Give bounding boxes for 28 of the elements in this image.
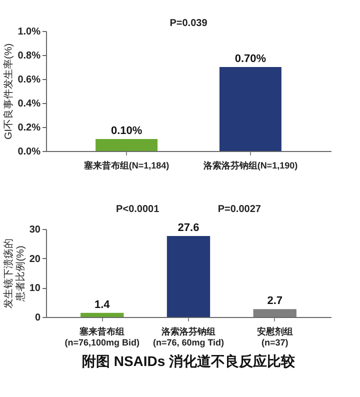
y-tick-label: 0.6% — [18, 74, 41, 86]
bar — [80, 312, 124, 317]
y-axis-title: 发生镜下溃疡的患者比例(%) — [2, 238, 26, 308]
data-label: 1.4 — [94, 298, 111, 311]
x-tick-label: 洛索洛芬钠组 (n=76, 60mg Tid) — [152, 326, 224, 348]
x-tick-label: 洛索洛芬钠组(N=1,190) — [202, 160, 298, 170]
text: P=0.0027 — [218, 204, 262, 215]
data-label: 0.10% — [110, 125, 142, 137]
y-tick-label: 0 — [34, 312, 41, 324]
data-label: 27.6 — [178, 222, 200, 234]
text: P<0.0001 — [116, 204, 160, 215]
bar — [166, 236, 210, 317]
text: P=0.039 — [170, 18, 208, 29]
y-axis-title: GI不良事件发生率(%) — [2, 43, 15, 140]
y-tick-label: 0.2% — [18, 122, 41, 134]
y-tick-label: 0.8% — [18, 50, 41, 62]
y-tick-label: 1.0% — [18, 26, 41, 38]
text: 附图 NSAIDs 消化道不良反应比较 — [82, 353, 296, 369]
y-tick-label: 0.0% — [18, 146, 41, 158]
y-tick-label: 20 — [29, 254, 41, 265]
x-tick-label: 塞来昔布组(N=1,184) — [82, 160, 170, 170]
data-label: 2.7 — [267, 295, 283, 308]
data-label: 0.70% — [234, 53, 266, 65]
x-tick-label: 塞来昔布组 (n=76,100mg Bid) — [64, 326, 140, 348]
x-tick-label: 安慰剂组 (n=37) — [256, 326, 293, 348]
y-tick-label: 10 — [29, 283, 41, 294]
y-tick-label: 30 — [29, 224, 41, 236]
y-tick-label: 0.4% — [18, 98, 41, 110]
